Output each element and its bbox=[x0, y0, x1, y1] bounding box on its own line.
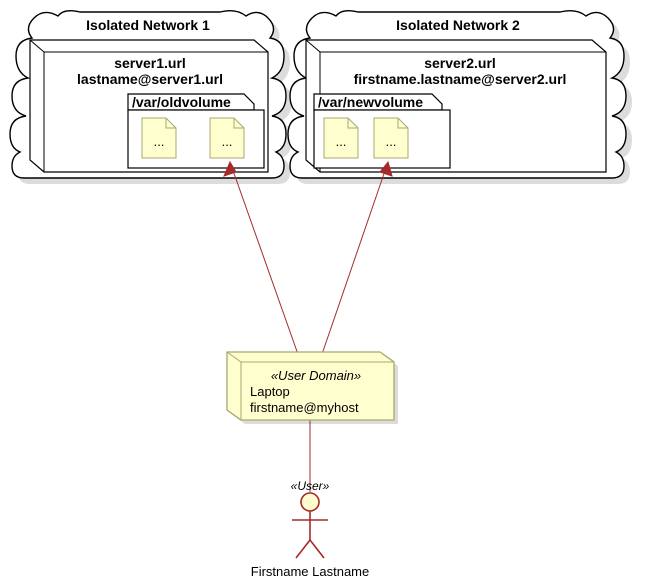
server2-node: server2.url firstname.lastname@server2.u… bbox=[306, 40, 606, 172]
server1-name: server1.url bbox=[114, 55, 186, 71]
actor-stereotype: «User» bbox=[291, 479, 330, 493]
server1-login: lastname@server1.url bbox=[77, 71, 223, 87]
diagram-canvas: Isolated Network 1 server1.url lastname@… bbox=[0, 0, 646, 583]
oldvolume-folder: /var/oldvolume ... ... bbox=[128, 94, 264, 168]
file2-label: ... bbox=[386, 134, 397, 149]
network2-title: Isolated Network 2 bbox=[396, 17, 520, 33]
network1-title: Isolated Network 1 bbox=[86, 17, 210, 33]
actor-name: Firstname Lastname bbox=[251, 564, 370, 579]
file1-label: ... bbox=[154, 134, 165, 149]
actor: «User» Firstname Lastname bbox=[251, 479, 370, 579]
file-icon: ... bbox=[374, 118, 408, 158]
laptop-login: firstname@myhost bbox=[250, 400, 359, 415]
server1-node: server1.url lastname@server1.url /var/ol… bbox=[30, 40, 268, 172]
server2-login: firstname.lastname@server2.url bbox=[354, 71, 567, 87]
file-icon: ... bbox=[324, 118, 358, 158]
connectors bbox=[224, 162, 392, 492]
laptop-node: «User Domain» Laptop firstname@myhost bbox=[227, 352, 394, 420]
isolated-network-1: Isolated Network 1 server1.url lastname@… bbox=[10, 11, 286, 178]
file-icon: ... bbox=[210, 118, 244, 158]
server2-name: server2.url bbox=[424, 55, 496, 71]
file-icon: ... bbox=[142, 118, 176, 158]
laptop-stereotype: «User Domain» bbox=[271, 368, 361, 383]
laptop-name: Laptop bbox=[250, 384, 290, 399]
isolated-network-2: Isolated Network 2 server2.url firstname… bbox=[288, 11, 626, 178]
oldvolume-path: /var/oldvolume bbox=[132, 94, 231, 110]
newvolume-path: /var/newvolume bbox=[318, 94, 423, 110]
file1-label: ... bbox=[336, 134, 347, 149]
newvolume-folder: /var/newvolume ... ... bbox=[314, 94, 450, 168]
file2-label: ... bbox=[222, 134, 233, 149]
